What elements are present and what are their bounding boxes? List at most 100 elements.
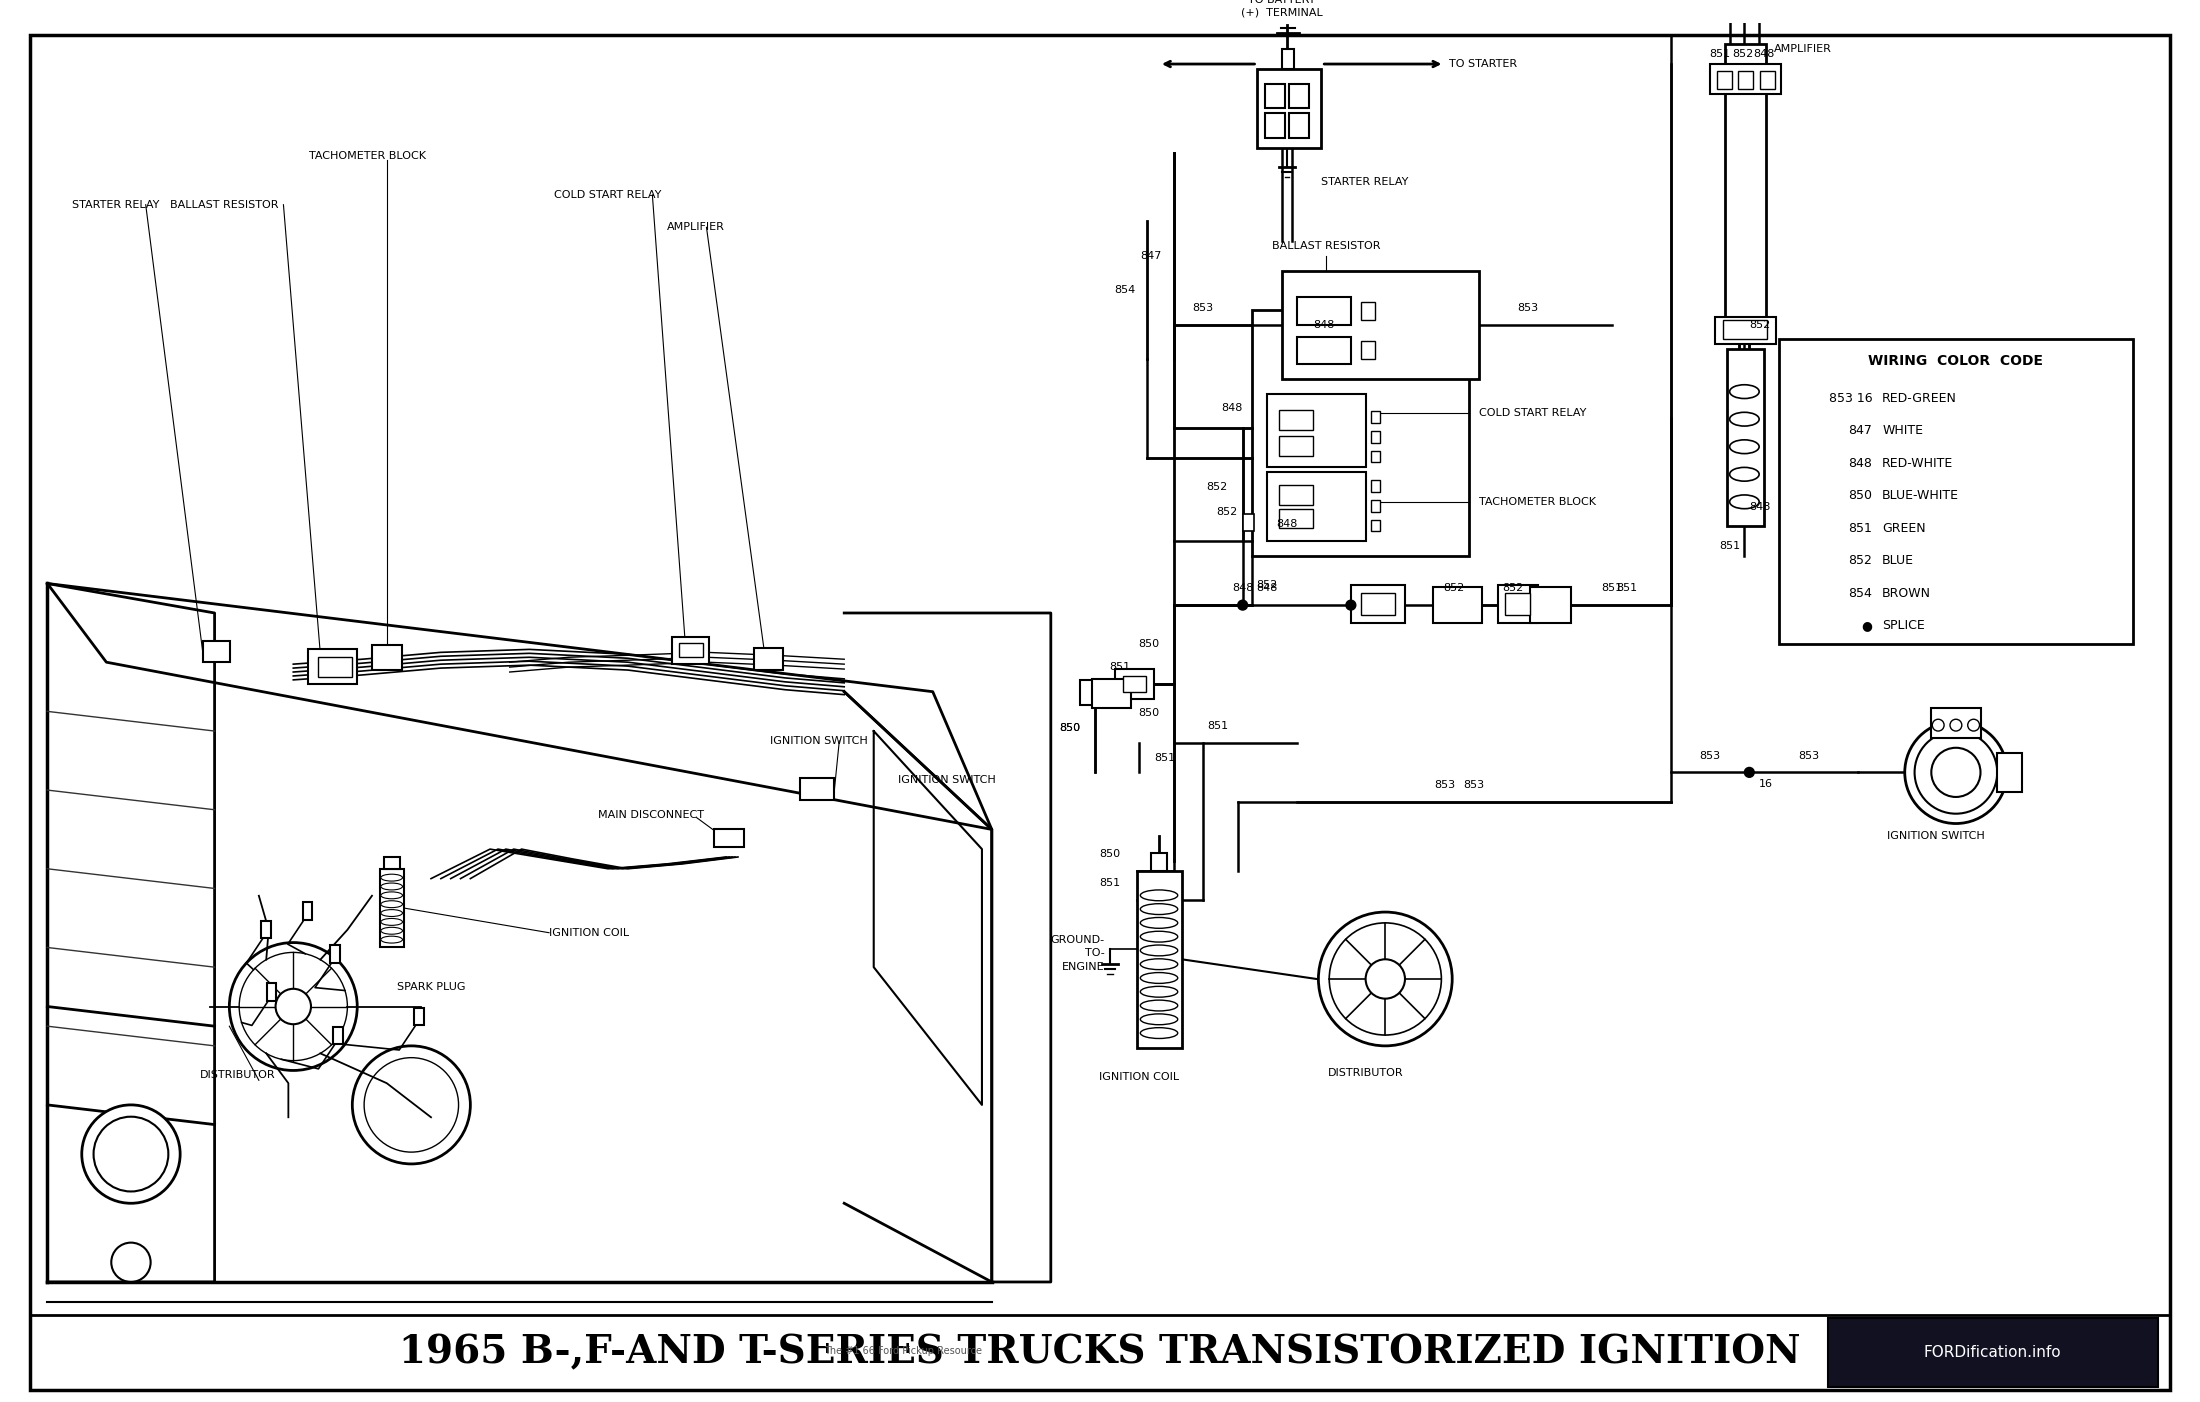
Circle shape	[1967, 719, 1980, 730]
Circle shape	[240, 952, 348, 1061]
Text: IGNITION SWITCH: IGNITION SWITCH	[1888, 831, 1984, 841]
Bar	[715, 830, 744, 847]
Text: BALLAST RESISTOR: BALLAST RESISTOR	[169, 199, 279, 210]
Bar	[266, 983, 277, 1001]
Bar	[1371, 520, 1379, 531]
Bar	[1115, 669, 1155, 698]
Circle shape	[275, 988, 310, 1025]
Bar	[1505, 593, 1529, 615]
Bar	[1371, 501, 1379, 512]
Text: STARTER RELAY: STARTER RELAY	[1322, 177, 1408, 186]
Text: 853 16: 853 16	[1828, 393, 1872, 405]
Ellipse shape	[1140, 987, 1177, 997]
Text: 850: 850	[1100, 850, 1120, 859]
Bar	[1278, 509, 1313, 529]
Bar	[1265, 114, 1285, 137]
Ellipse shape	[381, 875, 403, 880]
Text: FORDification.info: FORDification.info	[147, 576, 871, 653]
Text: TO-: TO-	[1085, 948, 1104, 959]
Ellipse shape	[1140, 945, 1177, 956]
Text: SPLICE: SPLICE	[1883, 620, 1925, 632]
Text: 851: 851	[1848, 522, 1872, 536]
Text: 851: 851	[1709, 49, 1731, 59]
Text: 848: 848	[1232, 583, 1254, 593]
Ellipse shape	[1140, 959, 1177, 970]
Text: 852: 852	[1503, 583, 1525, 593]
Circle shape	[365, 1057, 458, 1152]
Bar	[202, 641, 231, 662]
Text: TO STARTER: TO STARTER	[1450, 59, 1518, 69]
Text: IGNITION SWITCH: IGNITION SWITCH	[898, 775, 997, 785]
Bar	[1265, 84, 1285, 108]
Bar	[1371, 450, 1379, 463]
Bar	[1283, 49, 1294, 69]
Ellipse shape	[381, 910, 403, 917]
Bar	[1998, 753, 2022, 792]
Bar	[1725, 45, 1767, 320]
Ellipse shape	[381, 927, 403, 934]
Text: 853: 853	[1797, 750, 1819, 760]
Ellipse shape	[381, 892, 403, 899]
Text: DISTRIBUTOR: DISTRIBUTOR	[1329, 1067, 1404, 1078]
Bar	[1371, 430, 1379, 443]
Text: FORDification.info: FORDification.info	[1219, 704, 1769, 763]
Bar	[801, 778, 834, 801]
Text: WHITE: WHITE	[1883, 425, 1923, 437]
Text: BLUE: BLUE	[1883, 554, 1914, 568]
Ellipse shape	[1729, 384, 1760, 398]
Text: GREEN: GREEN	[1883, 522, 1925, 536]
Circle shape	[1329, 923, 1441, 1035]
Ellipse shape	[1729, 412, 1760, 426]
Text: DISTRIBUTOR: DISTRIBUTOR	[200, 1070, 275, 1081]
Ellipse shape	[1140, 1000, 1177, 1011]
Ellipse shape	[1729, 440, 1760, 454]
Text: 848: 848	[1848, 457, 1872, 470]
Text: RED-GREEN: RED-GREEN	[1883, 393, 1958, 405]
Bar	[1296, 297, 1351, 325]
Text: 850: 850	[1848, 489, 1872, 502]
Bar	[1080, 680, 1118, 705]
Bar	[1289, 114, 1309, 137]
Bar	[1723, 320, 1767, 339]
Text: (+)  TERMINAL: (+) TERMINAL	[1241, 8, 1322, 18]
Bar	[1137, 871, 1181, 1047]
Circle shape	[1949, 719, 1962, 730]
Text: 852: 852	[1256, 580, 1278, 590]
Bar	[1351, 586, 1406, 622]
Bar	[1432, 587, 1483, 622]
Text: 854: 854	[1113, 285, 1135, 296]
Ellipse shape	[1140, 917, 1177, 928]
Text: 851: 851	[1602, 583, 1621, 593]
Bar	[1709, 64, 1780, 94]
Ellipse shape	[1729, 467, 1760, 481]
Circle shape	[1932, 719, 1945, 730]
Bar	[755, 648, 783, 670]
Bar	[262, 921, 271, 938]
Text: MAIN DISCONNECT: MAIN DISCONNECT	[598, 810, 704, 820]
Text: 853: 853	[1698, 750, 1720, 760]
Bar	[1727, 349, 1764, 526]
Bar	[1151, 852, 1166, 871]
Text: 851: 851	[1100, 879, 1120, 889]
Bar	[1828, 1318, 2158, 1387]
Bar	[372, 645, 403, 670]
Circle shape	[112, 1242, 150, 1281]
Text: 16: 16	[1760, 780, 1773, 789]
Ellipse shape	[1140, 973, 1177, 983]
Text: The #1 66 Ford Pickup: The #1 66 Ford Pickup	[255, 662, 763, 705]
Ellipse shape	[1140, 1014, 1177, 1025]
Text: AMPLIFIER: AMPLIFIER	[667, 223, 726, 233]
Circle shape	[1346, 600, 1355, 610]
Bar	[1122, 676, 1146, 691]
Text: BROWN: BROWN	[1883, 587, 1932, 600]
Text: SPARK PLUG: SPARK PLUG	[396, 981, 464, 991]
Text: 854: 854	[1848, 587, 1872, 600]
Bar	[330, 945, 339, 963]
Text: 850: 850	[1058, 723, 1080, 733]
Text: 848: 848	[1256, 583, 1278, 593]
Bar	[1296, 336, 1351, 365]
Ellipse shape	[1140, 1028, 1177, 1039]
Polygon shape	[48, 583, 992, 830]
Circle shape	[1745, 767, 1753, 777]
Text: WIRING  COLOR  CODE: WIRING COLOR CODE	[1868, 355, 2044, 369]
